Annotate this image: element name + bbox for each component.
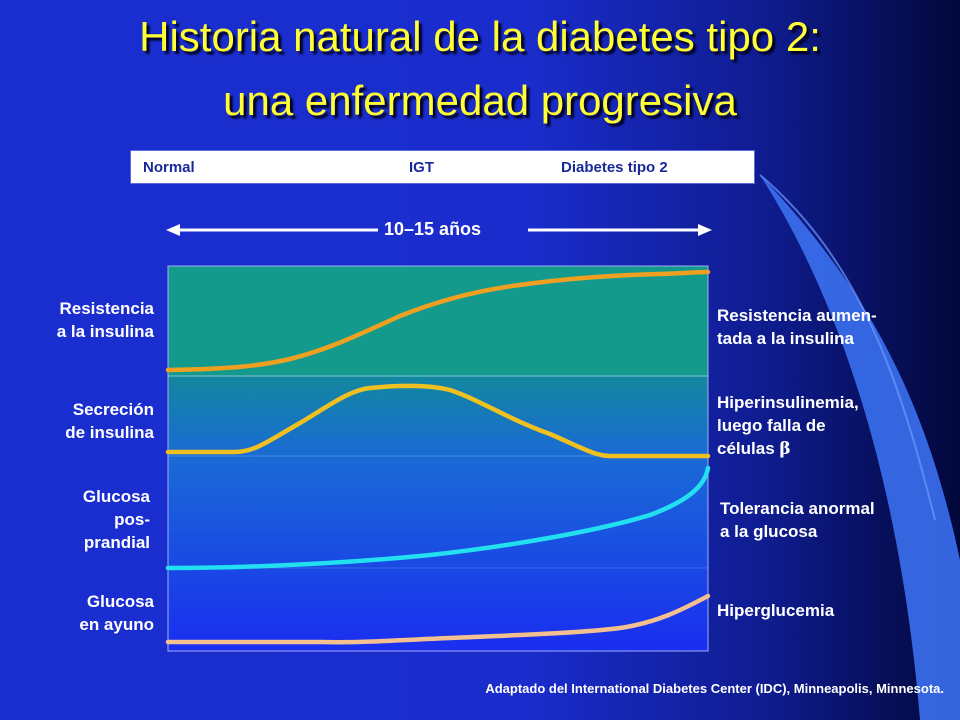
- duration-arrowhead-right: [698, 224, 712, 236]
- label-increased-resistance: Resistencia aumen- tada a la insulina: [717, 306, 877, 348]
- fasting-curve: [165, 593, 711, 645]
- stage-diabetes: Diabetes tipo 2: [561, 159, 668, 176]
- decorative-swoosh: [760, 175, 960, 720]
- duration-arrowhead-left: [166, 224, 180, 236]
- page-title-line-1: Historia natural de la diabetes tipo 2:: [139, 13, 821, 60]
- stage-igt: IGT: [409, 159, 434, 176]
- postprandial-curve: [165, 465, 711, 571]
- label-insulin-secretion: Secreción de insulina: [65, 400, 154, 442]
- stage-normal: Normal: [143, 159, 195, 176]
- chart-panel: [167, 265, 709, 652]
- label-hyperinsulinemia-text: Hiperinsulinemia, luego falla de células: [717, 393, 859, 458]
- label-insulin-resistance: Resistencia a la insulina: [56, 299, 154, 341]
- decorative-swoosh-edge: [759, 174, 936, 521]
- label-impaired-tolerance: Tolerancia anormal a la glucosa: [720, 499, 875, 541]
- citation: Adaptado del International Diabetes Cent…: [485, 681, 944, 696]
- label-fasting-glucose: Glucosa en ayuno: [79, 592, 154, 634]
- label-postprandial-glucose: Glucosa pos- prandial: [82, 487, 150, 552]
- secretion-curve: [165, 383, 711, 459]
- stage-progression-box: Normal IGT Diabetes tipo 2: [130, 150, 755, 184]
- page-title-line-2: una enfermedad progresiva: [223, 77, 737, 124]
- label-hyperinsulinemia: Hiperinsulinemia, luego falla de células…: [717, 391, 859, 461]
- duration-label: 10–15 años: [384, 219, 482, 239]
- label-hyperglycemia: Hiperglucemia: [717, 601, 835, 620]
- resistance-curve: [165, 269, 711, 373]
- beta-symbol: β: [779, 439, 791, 459]
